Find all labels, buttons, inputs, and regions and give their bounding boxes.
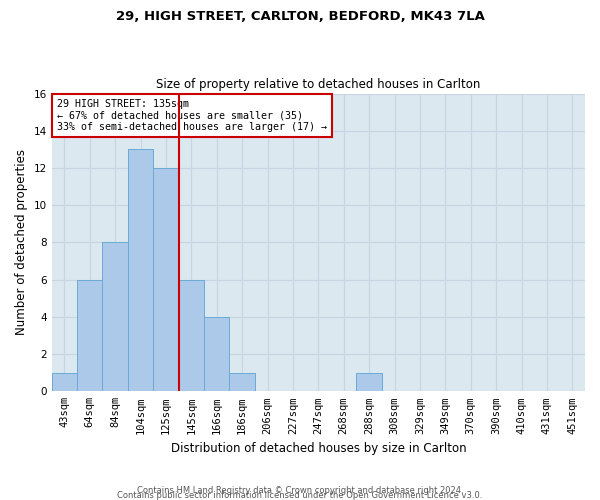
Text: Contains public sector information licensed under the Open Government Licence v3: Contains public sector information licen…	[118, 490, 482, 500]
Bar	[179, 280, 204, 392]
Bar	[229, 372, 255, 392]
Title: Size of property relative to detached houses in Carlton: Size of property relative to detached ho…	[156, 78, 481, 91]
Text: 29 HIGH STREET: 135sqm
← 67% of detached houses are smaller (35)
33% of semi-det: 29 HIGH STREET: 135sqm ← 67% of detached…	[57, 99, 327, 132]
Y-axis label: Number of detached properties: Number of detached properties	[15, 150, 28, 336]
Bar	[153, 168, 179, 392]
Bar	[204, 317, 229, 392]
Bar	[77, 280, 103, 392]
Bar	[356, 372, 382, 392]
Bar	[128, 150, 153, 392]
Text: 29, HIGH STREET, CARLTON, BEDFORD, MK43 7LA: 29, HIGH STREET, CARLTON, BEDFORD, MK43 …	[116, 10, 484, 23]
X-axis label: Distribution of detached houses by size in Carlton: Distribution of detached houses by size …	[170, 442, 466, 455]
Text: Contains HM Land Registry data © Crown copyright and database right 2024.: Contains HM Land Registry data © Crown c…	[137, 486, 463, 495]
Bar	[52, 372, 77, 392]
Bar	[103, 242, 128, 392]
